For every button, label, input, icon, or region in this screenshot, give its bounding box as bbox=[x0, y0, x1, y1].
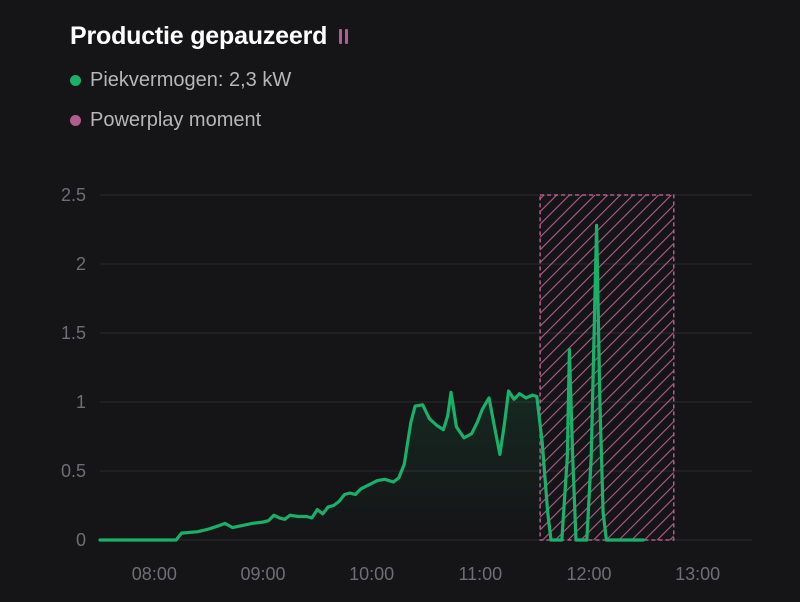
x-tick-label: 13:00 bbox=[675, 564, 720, 584]
legend-label-powerplay: Powerplay moment bbox=[90, 108, 262, 131]
x-tick-label: 12:00 bbox=[566, 564, 611, 584]
y-tick-label: 2 bbox=[76, 254, 86, 274]
legend-label-peak-power: Piekvermogen: 2,3 kW bbox=[90, 68, 292, 91]
powerplay-window bbox=[540, 195, 674, 540]
y-tick-label: 1 bbox=[76, 392, 86, 412]
series-line bbox=[98, 223, 645, 542]
x-tick-label: 08:00 bbox=[132, 564, 177, 584]
legend-item-peak-power: Piekvermogen: 2,3 kW bbox=[70, 68, 291, 92]
pause-icon bbox=[339, 29, 349, 44]
page-title: Productie gepauzeerd bbox=[70, 22, 328, 50]
legend: Piekvermogen: 2,3 kW Powerplay moment bbox=[70, 68, 291, 148]
title-row: Productie gepauzeerd bbox=[70, 22, 349, 51]
legend-dot-green bbox=[70, 74, 81, 86]
legend-item-powerplay: Powerplay moment bbox=[70, 108, 291, 132]
y-tick-label: 0.5 bbox=[61, 461, 86, 481]
powerplay-window-border bbox=[539, 194, 675, 541]
x-tick-label: 09:00 bbox=[240, 564, 285, 584]
series-area bbox=[100, 225, 644, 540]
x-tick-label: 11:00 bbox=[458, 564, 502, 584]
y-tick-label: 2.5 bbox=[61, 185, 86, 205]
legend-dot-pink bbox=[70, 114, 81, 126]
y-tick-label: 1.5 bbox=[61, 323, 86, 343]
y-tick-label: 0 bbox=[76, 530, 86, 550]
x-tick-label: 10:00 bbox=[349, 564, 394, 584]
